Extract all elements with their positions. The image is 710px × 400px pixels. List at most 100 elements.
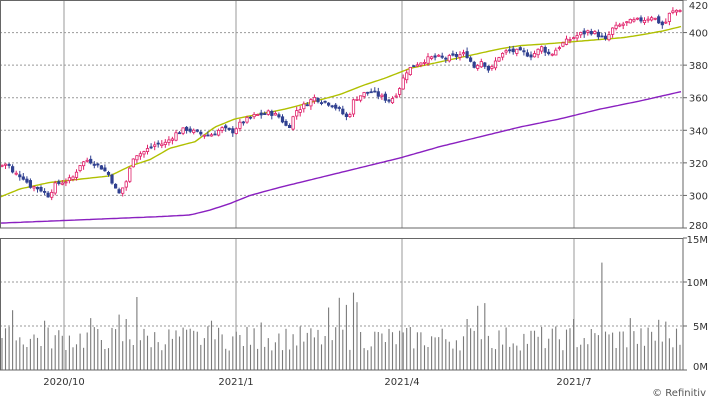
candle-body	[213, 133, 217, 136]
candle-body	[188, 128, 192, 132]
candle-body	[490, 66, 494, 69]
candle-body	[135, 155, 139, 161]
candle-body	[50, 191, 54, 198]
candle-body	[316, 97, 320, 103]
candle-body	[461, 52, 466, 55]
candle-body	[124, 181, 128, 188]
candle-body	[586, 30, 590, 33]
candle-body	[85, 159, 89, 162]
candle-body	[25, 178, 29, 183]
candle-body	[458, 54, 462, 58]
volume-tick-label: 5M	[693, 322, 708, 333]
candle-body	[231, 128, 235, 134]
candle-body	[273, 113, 278, 116]
candle-body	[302, 103, 306, 110]
candle-body	[192, 129, 196, 133]
candle-body	[554, 49, 558, 56]
candle-body	[266, 110, 270, 115]
candle-body	[216, 129, 221, 136]
candle-body	[341, 108, 345, 115]
candle-body	[149, 146, 153, 149]
candle-body	[628, 18, 632, 24]
y-tick-label: 300	[689, 191, 708, 202]
candle-body	[7, 164, 11, 166]
candle-body	[433, 55, 437, 58]
candle-body	[241, 121, 245, 124]
candle-body	[309, 99, 313, 107]
candle-body	[284, 121, 288, 126]
candle-body	[674, 9, 679, 13]
candle-body	[540, 46, 544, 52]
candle-body	[74, 171, 79, 178]
candle-body	[312, 97, 317, 102]
volume-tick-label: 0M	[693, 362, 708, 373]
candle-body	[429, 56, 434, 59]
candle-body	[35, 186, 40, 190]
candle-body	[21, 176, 25, 180]
moving-average-long	[0, 91, 682, 224]
candle-body	[18, 174, 22, 178]
candle-body	[468, 57, 473, 62]
candle-body	[128, 167, 132, 182]
candle-body	[664, 21, 668, 24]
candle-body	[575, 35, 579, 39]
y-tick-label: 400	[689, 29, 708, 40]
candle-body	[170, 138, 174, 141]
candle-body	[589, 30, 593, 35]
candle-body	[550, 53, 554, 56]
candle-body	[536, 48, 540, 56]
candle-body	[291, 116, 295, 130]
x-tick-label: 2020/10	[43, 377, 85, 388]
price-panel-frame	[0, 0, 684, 229]
candle-body	[355, 99, 359, 101]
x-tick-label: 2021/1	[218, 377, 253, 388]
candle-body	[270, 111, 274, 116]
candle-body	[121, 187, 125, 194]
candle-body	[678, 10, 682, 12]
candle-body	[177, 132, 182, 135]
candle-body	[224, 125, 228, 129]
candle-body	[653, 17, 657, 20]
candle-body	[621, 23, 625, 26]
volume-tick-label: 15M	[687, 235, 708, 246]
candle-body	[326, 102, 331, 106]
source-credit: © Refinitiv	[652, 388, 706, 399]
candle-body	[667, 12, 672, 22]
candle-body	[99, 165, 103, 170]
volume-panel-frame	[0, 238, 684, 371]
y-tick-label: 420	[689, 1, 708, 12]
candle-body	[508, 49, 512, 52]
candle-body	[234, 128, 238, 134]
candle-body	[46, 192, 50, 198]
candle-body	[500, 53, 505, 58]
moving-average-layer	[0, 25, 682, 224]
candle-body	[568, 39, 572, 41]
candle-body	[319, 102, 324, 104]
candle-body	[376, 91, 380, 97]
candle-body	[671, 10, 675, 13]
frame-layer	[0, 0, 687, 371]
candle-body	[437, 54, 441, 57]
y-tick-label: 360	[689, 94, 708, 105]
candle-body	[405, 72, 409, 81]
candle-body	[298, 109, 302, 113]
candle-body	[650, 17, 654, 21]
candle-body	[181, 127, 185, 134]
candle-body	[525, 52, 530, 57]
candle-body	[369, 91, 373, 94]
candle-body	[64, 181, 68, 184]
candle-body	[202, 134, 206, 137]
volume-layer	[1, 262, 681, 370]
candle-body	[28, 180, 33, 188]
x-tick-label: 2021/7	[556, 377, 591, 388]
volume-tick-label: 10M	[687, 278, 708, 289]
candle-body	[245, 117, 249, 123]
candle-body	[252, 114, 256, 118]
candle-body	[255, 114, 260, 116]
candle-body	[348, 114, 352, 117]
candle-body	[397, 88, 402, 95]
y-tick-label: 340	[689, 126, 708, 137]
candle-body	[209, 134, 214, 137]
